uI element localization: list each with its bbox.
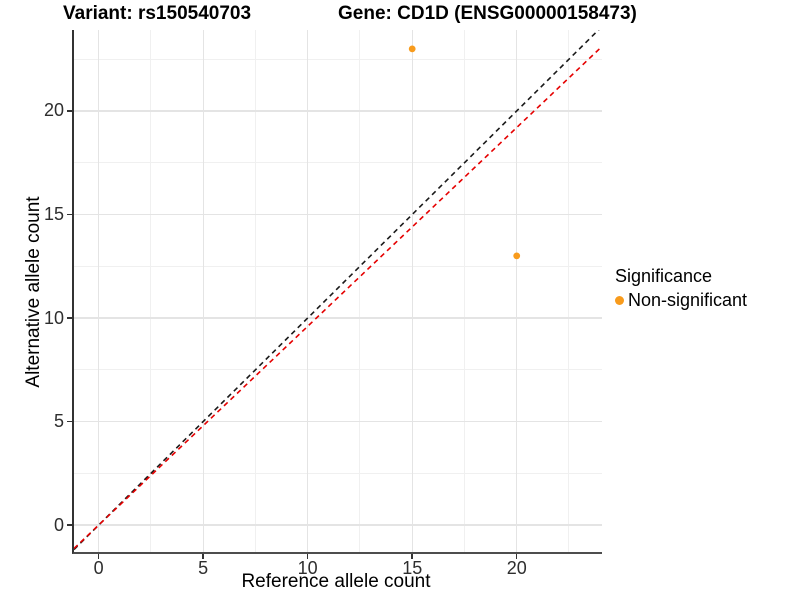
x-tick-mark (411, 554, 413, 559)
x-major-gridline (307, 30, 309, 552)
y-major-gridline (74, 420, 602, 423)
y-minor-gridline (74, 162, 602, 164)
x-tick-mark (306, 554, 309, 559)
x-minor-gridline (463, 30, 465, 552)
y-minor-gridline (74, 265, 602, 267)
y-tick-label: 5 (53, 411, 64, 432)
y-minor-gridline (74, 369, 602, 371)
x-minor-gridline (150, 30, 152, 552)
x-tick-label: 5 (198, 557, 209, 578)
x-minor-gridline (359, 30, 361, 552)
x-tick-label: 15 (402, 557, 423, 578)
x-major-gridline (202, 30, 204, 552)
y-tick-mark (67, 524, 72, 526)
legend-title: Significance (615, 266, 713, 286)
y-tick-mark (67, 213, 72, 216)
y-tick-label: 0 (53, 514, 64, 535)
legend-item: Non-significant (615, 290, 747, 311)
legend-point-icon (615, 296, 624, 305)
x-major-gridline (411, 30, 413, 552)
x-tick-mark (97, 554, 100, 559)
x-axis-title: Reference allele count (241, 571, 431, 592)
y-tick-mark (67, 317, 72, 319)
x-tick-mark (202, 554, 204, 559)
y-major-gridline (74, 317, 602, 319)
identity-line (74, 30, 600, 551)
x-tick-label: 10 (297, 557, 318, 578)
y-tick-label: 20 (43, 100, 64, 121)
y-tick-mark (67, 110, 72, 112)
fit-line (74, 45, 602, 550)
x-tick-mark (515, 554, 518, 559)
plot-panel (72, 30, 602, 554)
plot-title-gene: Gene: CD1D (ENSG00000158473) (338, 3, 637, 24)
data-point (408, 45, 416, 53)
plot-lines-and-points (74, 30, 602, 551)
y-major-gridline (74, 110, 602, 112)
x-tick-label: 20 (506, 557, 527, 578)
y-major-gridline (74, 213, 602, 216)
legend: Significance Non-significant (615, 266, 747, 311)
y-minor-gridline (74, 58, 602, 60)
legend-items: Non-significant (615, 290, 747, 311)
y-tick-label: 10 (43, 307, 64, 328)
data-point (513, 252, 521, 260)
y-tick-label: 15 (43, 203, 64, 224)
x-major-gridline (516, 30, 518, 552)
x-minor-gridline (568, 30, 570, 552)
y-major-gridline (74, 524, 602, 526)
y-tick-mark (67, 420, 72, 423)
x-major-gridline (98, 30, 100, 552)
plot-title-variant: Variant: rs150540703 (63, 3, 252, 24)
x-tick-label: 0 (93, 557, 104, 578)
y-minor-gridline (74, 472, 602, 474)
legend-item-label: Non-significant (628, 290, 748, 310)
x-minor-gridline (254, 30, 256, 552)
